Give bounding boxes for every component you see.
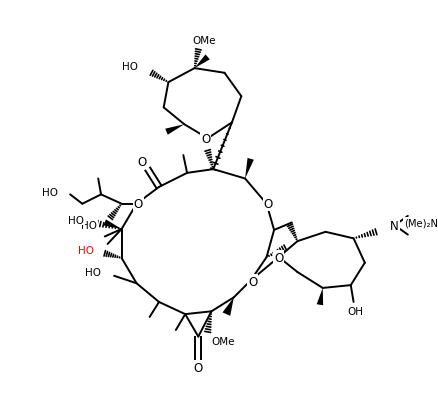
Text: OH: OH <box>347 306 364 316</box>
Text: HO: HO <box>78 245 94 255</box>
Polygon shape <box>223 298 234 316</box>
Polygon shape <box>317 288 323 306</box>
Polygon shape <box>194 55 210 69</box>
Text: OMe: OMe <box>211 336 234 346</box>
Text: HO: HO <box>42 187 58 197</box>
Text: HO: HO <box>68 215 84 225</box>
Text: HO: HO <box>81 221 97 231</box>
Text: O: O <box>248 275 257 288</box>
Polygon shape <box>245 158 254 179</box>
Polygon shape <box>103 220 122 229</box>
Text: OMe: OMe <box>192 36 215 46</box>
Text: O: O <box>201 132 210 146</box>
Text: HO: HO <box>123 62 138 72</box>
Text: N: N <box>390 219 399 232</box>
Text: O: O <box>138 156 147 169</box>
Polygon shape <box>165 125 184 136</box>
Text: O: O <box>194 361 203 374</box>
Text: O: O <box>274 251 283 264</box>
Text: (Me)₂N: (Me)₂N <box>404 218 438 228</box>
Text: O: O <box>264 198 273 211</box>
Text: HO: HO <box>85 267 101 277</box>
Text: O: O <box>134 198 143 211</box>
